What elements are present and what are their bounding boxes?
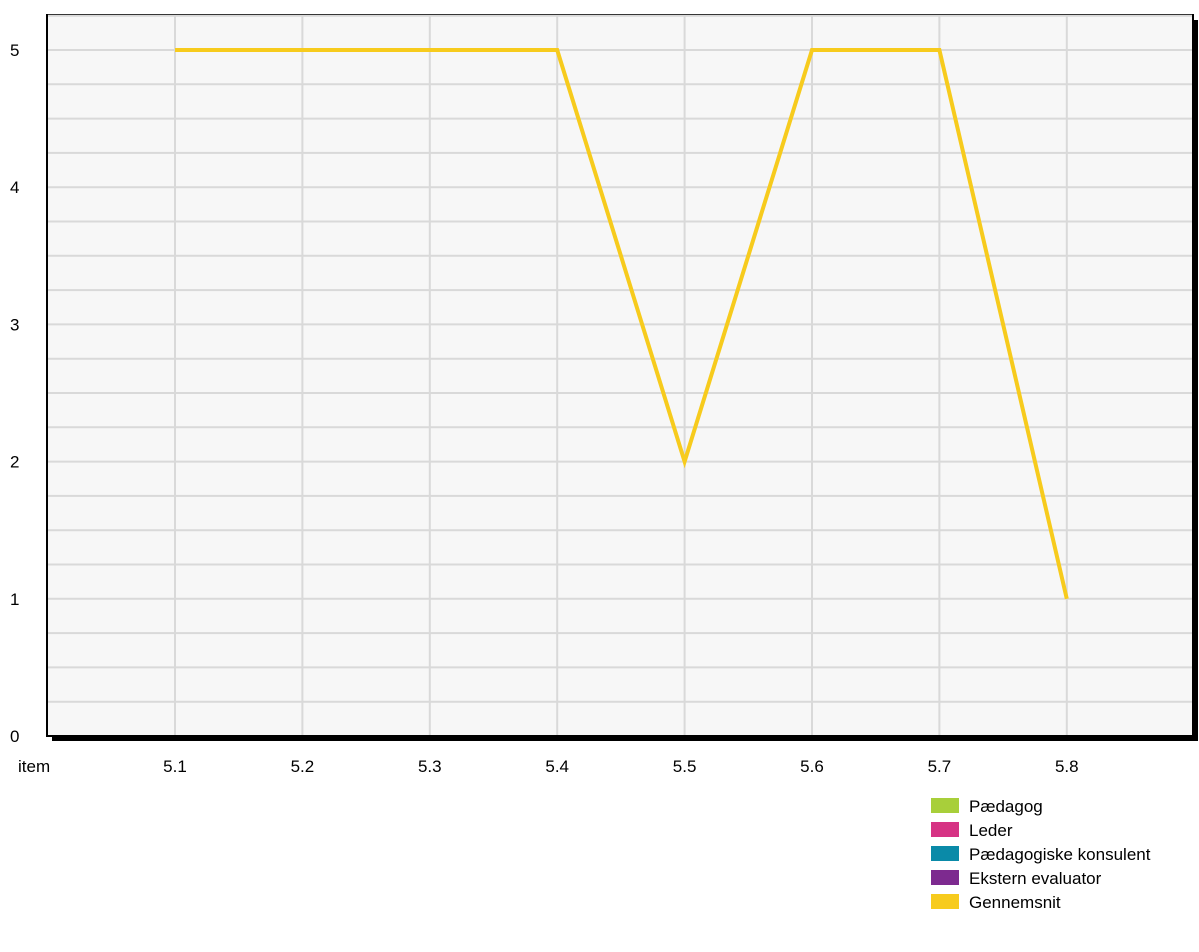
legend-label: Pædagogiske konsulent [969,845,1151,864]
legend-swatch [931,798,959,813]
legend-item: Pædagogiske konsulent [931,845,1151,864]
y-tick-label: 5 [10,41,19,60]
y-tick-label: 3 [10,315,19,334]
series-line [175,48,1069,600]
y-tick-label: 2 [10,453,19,472]
legend-item: Leder [931,821,1013,840]
x-tick-label: 5.5 [673,757,697,776]
legend-item: Ekstern evaluator [931,869,1102,888]
legend-item: Gennemsnit [931,893,1061,912]
series-layer [175,48,1069,600]
legend-label: Leder [969,821,1013,840]
legend-label: Ekstern evaluator [969,869,1102,888]
y-tick-label: 1 [10,590,19,609]
legend-swatch [931,822,959,837]
legend-item: Pædagog [931,797,1043,816]
x-tick-label: 5.7 [928,757,952,776]
x-axis-ticks: item 5.1 5.2 5.3 5.4 5.5 5.6 5.7 5.8 [18,757,1079,776]
legend-swatch [931,870,959,885]
legend-swatch [931,894,959,909]
y-tick-label: 4 [10,178,19,197]
plot-area [46,14,1198,741]
x-tick-label: 5.3 [418,757,442,776]
x-tick-label: 5.8 [1055,757,1079,776]
y-axis-ticks: 0 1 2 3 4 5 [10,41,19,746]
plot-background [46,14,1194,737]
x-axis-label: item [18,757,50,776]
x-tick-label: 5.6 [800,757,824,776]
x-tick-label: 5.4 [545,757,569,776]
y-tick-label: 0 [10,727,19,746]
x-tick-label: 5.1 [163,757,187,776]
legend-swatch [931,846,959,861]
legend-label: Pædagog [969,797,1043,816]
legend-label: Gennemsnit [969,893,1061,912]
x-tick-label: 5.2 [291,757,315,776]
legend: Pædagog Leder Pædagogiske konsulent Ekstern… [931,797,1151,912]
